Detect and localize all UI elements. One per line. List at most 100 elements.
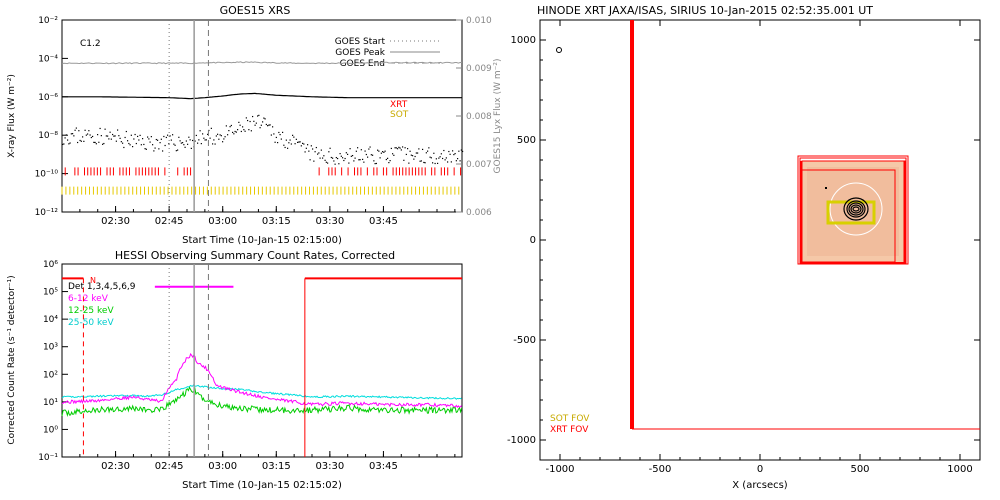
- goes-y-tick-label: 10⁻⁶: [38, 93, 58, 103]
- goes-short-channel-point: [94, 141, 96, 144]
- goes-short-channel-point: [198, 139, 200, 141]
- goes-short-channel-point: [355, 150, 357, 152]
- goes-short-channel-point: [142, 138, 144, 140]
- goes-x-tick-label: 03:30: [315, 216, 344, 227]
- goes-short-channel-point: [69, 142, 71, 144]
- goes-short-channel-point: [115, 140, 117, 142]
- goes-short-channel-point: [77, 141, 79, 144]
- goes-short-channel-point: [437, 162, 439, 165]
- goes-short-channel-point: [152, 144, 154, 146]
- goes-short-channel-point: [343, 159, 345, 162]
- xrt-y-tick-label: 1000: [511, 35, 536, 46]
- goes-short-channel-point: [447, 161, 449, 163]
- hessi-axes: 02:30 02:45 03:00 03:15 03:30 03:45 10⁻¹ 10⁰ 10¹…: [38, 260, 456, 472]
- goes-short-channel-point: [243, 129, 245, 131]
- goes-tag-sot: SOT: [390, 110, 409, 120]
- goes-short-channel-point: [340, 155, 342, 157]
- goes-short-channel-point: [88, 130, 90, 132]
- goes-short-channel-point: [459, 160, 461, 162]
- goes-short-channel-point: [113, 135, 115, 137]
- goes-short-channel-point: [458, 150, 460, 152]
- goes-short-channel-point: [413, 158, 415, 160]
- goes-short-channel-point: [307, 144, 309, 146]
- goes-short-channel-point: [325, 161, 327, 163]
- goes-short-channel-point: [349, 148, 351, 150]
- goes-short-channel-point: [425, 152, 427, 154]
- goes-short-channel-point: [364, 150, 366, 152]
- goes-short-channel-point: [249, 120, 251, 123]
- goes-short-channel-point: [288, 142, 290, 144]
- xrt-contour: [848, 202, 864, 216]
- goes-short-channel-point: [92, 135, 94, 138]
- goes-short-channel-point: [262, 121, 264, 123]
- goes-short-channel-point: [300, 145, 302, 147]
- goes-y2-tick-label: 0.008: [466, 112, 492, 122]
- goes-short-channel-point: [350, 155, 352, 157]
- hessi-y-tick-label: 10¹: [43, 398, 58, 408]
- goes-x-tick-label: 03:15: [262, 216, 291, 227]
- goes-short-channel-point: [180, 142, 182, 144]
- xrt-marks: [556, 20, 980, 430]
- xrt-y-tick-label: 500: [517, 135, 536, 146]
- goes-short-channel-point: [143, 143, 145, 146]
- goes-short-channel-point: [360, 149, 362, 151]
- goes-short-channel-point: [252, 115, 254, 118]
- goes-short-channel-point: [414, 155, 416, 158]
- goes-short-channel-point: [194, 140, 196, 142]
- goes-short-channel-point: [203, 137, 205, 139]
- goes-short-channel-point: [332, 157, 334, 159]
- goes-short-channel-point: [445, 157, 447, 159]
- goes-short-channel-point: [462, 150, 464, 153]
- goes-short-channel-point: [223, 138, 225, 140]
- goes-short-channel-point: [135, 142, 137, 145]
- goes-short-channel-point: [83, 140, 85, 142]
- goes-short-channel-point: [200, 143, 202, 145]
- goes-short-channel-point: [224, 136, 226, 138]
- goes-short-channel-point: [227, 134, 229, 136]
- xrt-panel: HINODE XRT JAXA/ISAS, SIRIUS 10-Jan-2015…: [507, 4, 981, 491]
- goes-short-channel-point: [345, 152, 347, 154]
- goes-short-channel-point: [199, 130, 201, 132]
- goes-short-channel-point: [134, 133, 136, 136]
- goes-short-channel-point: [365, 153, 367, 156]
- hessi-x-tick-label: 02:45: [155, 461, 184, 472]
- goes-short-channel-point: [63, 143, 65, 145]
- hessi-det-label: Det 1,3,4,5,6,9: [68, 282, 136, 292]
- goes-short-channel-point: [299, 141, 301, 143]
- xrt-title: HINODE XRT JAXA/ISAS, SIRIUS 10-Jan-2015…: [537, 4, 873, 17]
- goes-short-channel-point: [207, 133, 209, 135]
- hessi-series-6-12-kev-line: [61, 352, 462, 409]
- goes-short-channel-point: [153, 150, 155, 152]
- goes-short-channel-point: [319, 157, 321, 159]
- goes-short-channel-point: [192, 139, 194, 142]
- goes-short-channel-point: [125, 130, 127, 133]
- goes-short-channel-point: [225, 125, 227, 127]
- goes-title: GOES15 XRS: [220, 4, 291, 17]
- goes-short-channel-point: [258, 114, 260, 116]
- goes-short-channel-point: [289, 139, 291, 141]
- goes-short-channel-point: [333, 160, 335, 162]
- goes-short-channel-point: [342, 157, 344, 159]
- goes-short-channel-point: [367, 156, 369, 158]
- goes-short-channel-point: [184, 146, 186, 148]
- goes-short-channel-point: [449, 153, 451, 155]
- goes-short-channel-point: [305, 147, 307, 149]
- goes-y-tick-label: 10⁻⁸: [38, 131, 58, 141]
- goes-short-channel-point: [295, 138, 297, 140]
- goes-short-channel-point: [292, 134, 294, 136]
- goes-short-channel-point: [439, 156, 441, 158]
- goes-x-tick-label: 03:00: [208, 216, 237, 227]
- goes-short-channel-point: [157, 139, 159, 141]
- goes-short-channel-point: [84, 129, 86, 131]
- goes-short-channel-point: [448, 150, 450, 153]
- goes-short-channel-point: [433, 152, 435, 154]
- goes-short-channel-point: [170, 139, 172, 141]
- goes-short-channel-point: [377, 149, 379, 151]
- goes-short-channel-point: [174, 144, 176, 146]
- goes-short-channel-point: [375, 162, 377, 165]
- xrt-y-tick-label: 0: [530, 235, 536, 246]
- goes-lyx-line: [61, 61, 463, 65]
- goes-short-channel-point: [314, 151, 316, 153]
- goes-short-channel-point: [409, 150, 411, 152]
- goes-short-channel-point: [122, 142, 124, 144]
